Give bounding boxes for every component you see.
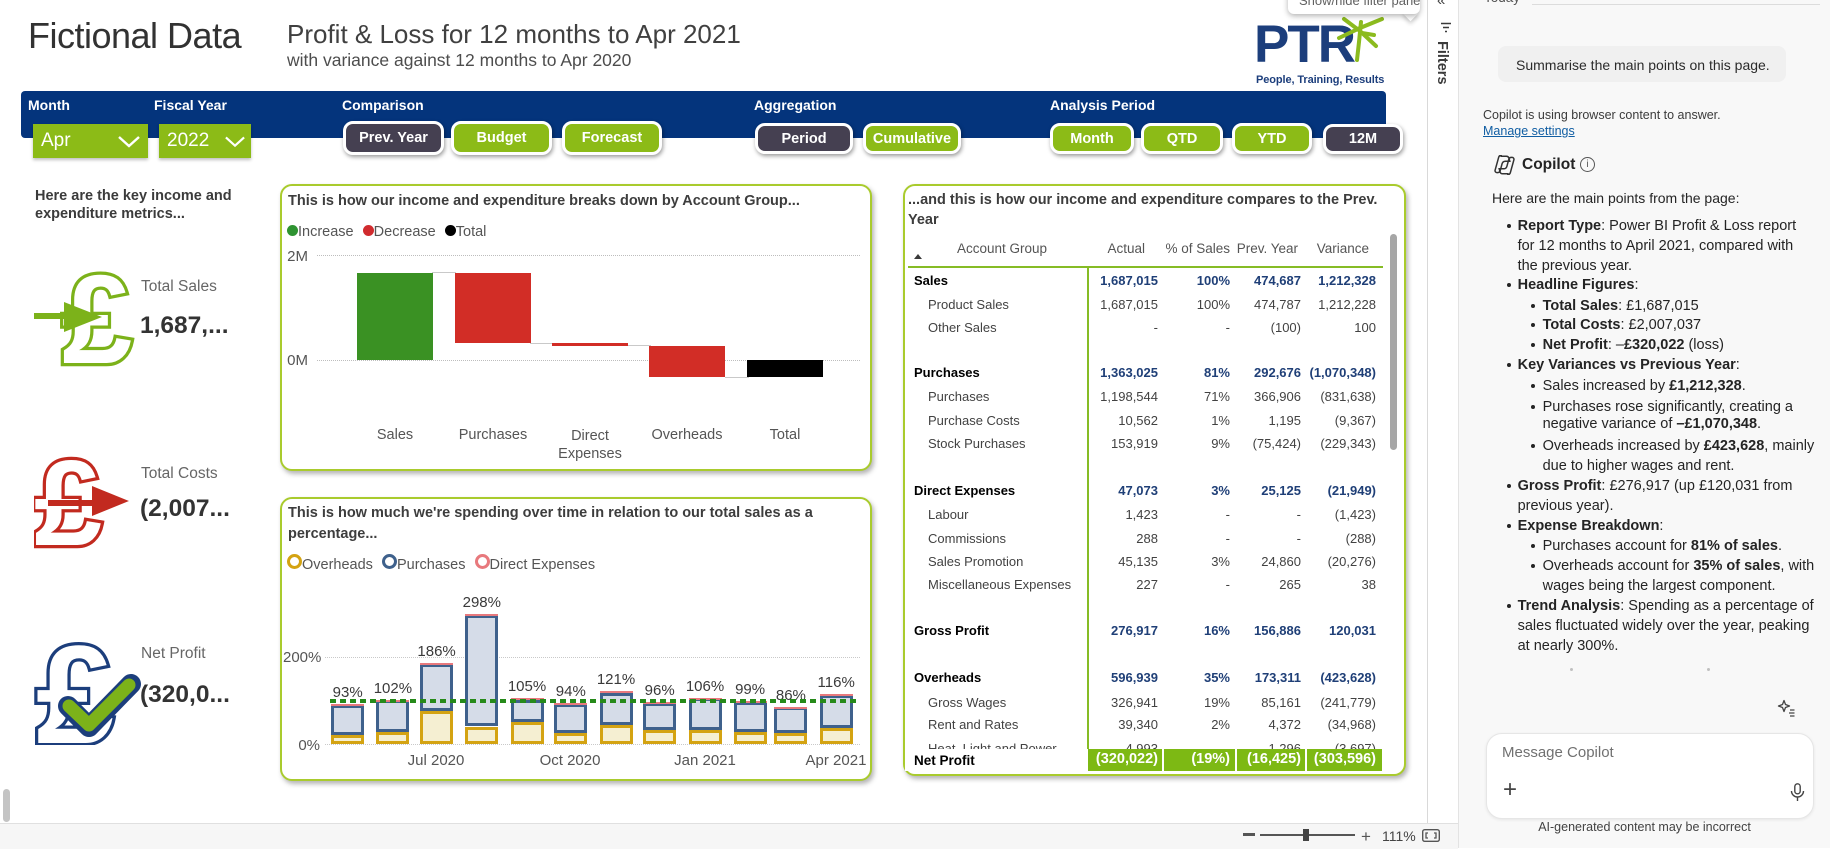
svg-text:£: £ <box>34 448 102 550</box>
svg-text:£: £ <box>36 633 114 745</box>
svg-text:£: £ <box>62 262 132 368</box>
